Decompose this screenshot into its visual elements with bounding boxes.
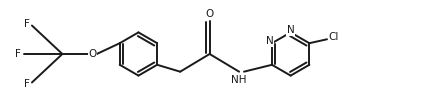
Text: O: O <box>89 49 97 59</box>
Text: Cl: Cl <box>329 32 339 42</box>
Text: N: N <box>287 25 295 35</box>
Text: NH: NH <box>231 75 247 85</box>
Text: O: O <box>206 9 214 19</box>
Text: F: F <box>24 79 30 89</box>
Text: F: F <box>24 19 30 29</box>
Text: F: F <box>15 49 21 59</box>
Text: N: N <box>266 36 274 46</box>
